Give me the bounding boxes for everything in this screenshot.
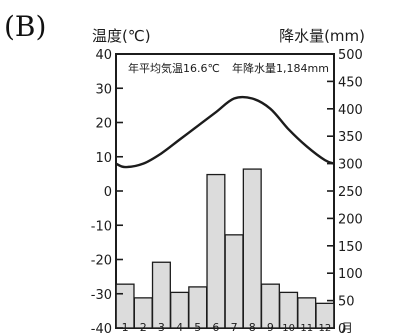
x-tick-label-2: 2: [140, 321, 147, 334]
temperature-line: [115, 95, 335, 169]
right-tick-label: 0: [338, 322, 346, 334]
left-tick-label: -10: [91, 219, 112, 234]
x-axis-labels: 1 2 3 4 5 6 7 8 9 10 11 12: [122, 321, 332, 334]
x-tick-label-9: 9: [267, 321, 274, 334]
precip-bar-8: [242, 168, 262, 329]
left-tick-label: 0: [104, 185, 112, 200]
panel-label: (B): [4, 10, 46, 43]
x-tick-label-5: 5: [194, 321, 201, 334]
x-tick-label-10: 10: [282, 323, 295, 334]
x-tick-label-11: 11: [300, 323, 313, 334]
precip-bar-6: [206, 173, 226, 329]
right-tick-label: 200: [338, 212, 363, 227]
right-tick-label: 150: [338, 240, 363, 255]
x-tick-label-8: 8: [249, 321, 256, 334]
right-tick-label: 300: [338, 158, 363, 173]
x-tick-label-1: 1: [122, 321, 129, 334]
right-tick-label: 350: [338, 130, 363, 145]
right-tick-label: 450: [338, 75, 363, 90]
precip-bar-3: [151, 261, 171, 329]
x-tick-label-12: 12: [319, 323, 332, 334]
x-tick-label-6: 6: [212, 321, 219, 334]
precipitation-bars: [115, 168, 335, 329]
x-tick-label-7: 7: [231, 321, 238, 334]
left-tick-label: 40: [95, 48, 112, 63]
left-tick-label: 20: [95, 117, 112, 132]
right-axis-title: 降水量(mm): [279, 27, 365, 45]
x-tick-label-3: 3: [158, 321, 165, 334]
annotation-precipitation: 年降水量1,184mm: [232, 61, 329, 75]
x-tick-label-4: 4: [176, 321, 183, 334]
left-axis-ticks: 40 30 20 10 0 -10 -20 -30 -40: [91, 48, 123, 334]
right-tick-label: 250: [338, 185, 363, 200]
left-tick-label: -30: [91, 288, 112, 303]
right-tick-label: 50: [338, 295, 355, 310]
annotation-temperature: 年平均気温16.6℃: [128, 61, 220, 75]
left-tick-label: 30: [95, 82, 112, 97]
left-tick-label: -40: [91, 322, 112, 334]
precip-bar-12: [315, 302, 335, 329]
left-tick-label: -20: [91, 254, 112, 269]
left-axis-title: 温度(℃): [92, 27, 151, 45]
precip-bar-7: [224, 234, 244, 329]
left-tick-label: 10: [95, 151, 112, 166]
right-tick-label: 400: [338, 103, 363, 118]
right-tick-label: 500: [338, 48, 363, 63]
right-tick-label: 100: [338, 267, 363, 282]
x-axis-unit: 月: [341, 321, 353, 334]
